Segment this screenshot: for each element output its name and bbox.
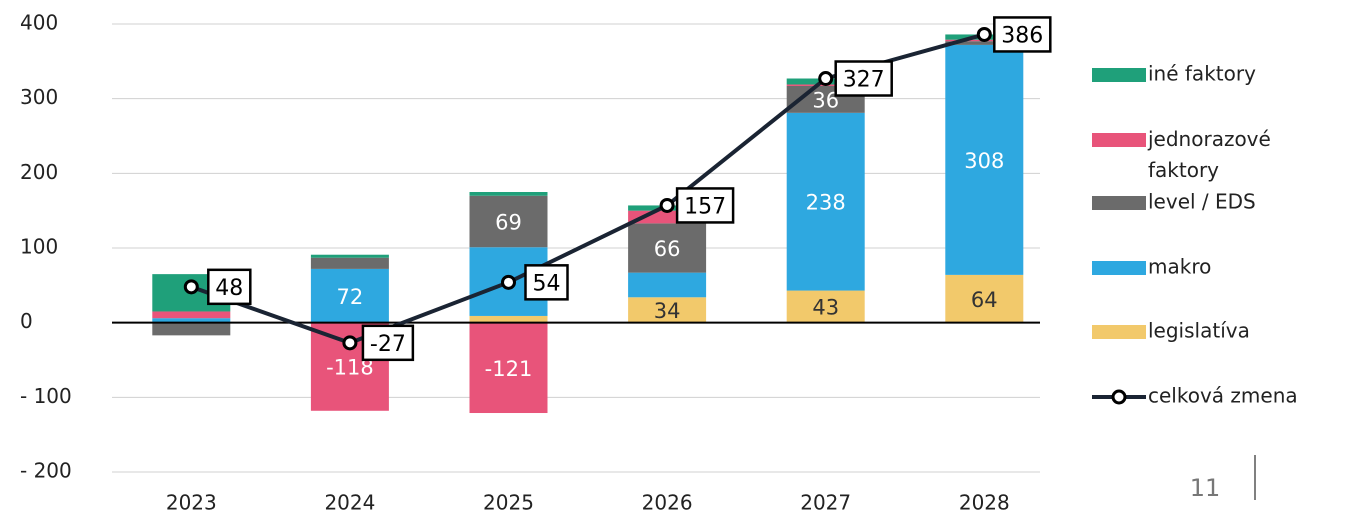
total-label-box — [675, 187, 735, 224]
data-label: 43 — [812, 296, 839, 320]
total-marker — [183, 279, 199, 295]
x-tick-label: 2027 — [800, 491, 851, 515]
bar-segment — [628, 272, 707, 298]
total-marker — [501, 274, 516, 290]
data-label: 238 — [806, 191, 846, 215]
total-label: 386 — [1001, 23, 1043, 48]
total-label: 327 — [843, 68, 885, 93]
data-label: 64 — [971, 288, 998, 312]
legend-swatch — [1092, 261, 1146, 275]
legend-swatch — [1092, 133, 1146, 147]
total-label-box — [207, 268, 252, 306]
x-tick-label: 2023 — [166, 491, 217, 515]
bar-segment — [469, 195, 548, 248]
bar-segment — [152, 318, 231, 323]
y-tick-label: 0 — [20, 309, 33, 333]
bar-segment — [310, 254, 389, 258]
total-label-box — [993, 16, 1052, 53]
total-label: 54 — [533, 271, 561, 296]
bar-segment — [945, 44, 1024, 275]
data-label: 308 — [964, 149, 1004, 173]
total-marker — [659, 197, 675, 213]
legend-swatch — [1092, 68, 1146, 82]
bar-segment — [945, 274, 1024, 323]
bar-segment — [310, 268, 389, 323]
y-tick-label: 100 — [20, 235, 58, 259]
bar-segment — [945, 41, 1024, 45]
bar-segment — [469, 192, 548, 196]
data-label: -121 — [485, 357, 533, 381]
x-tick-label: 2025 — [483, 491, 534, 515]
total-marker — [976, 26, 992, 42]
bar-segment — [628, 297, 707, 323]
legend-swatch — [1092, 196, 1146, 210]
legend-label: jednorazové faktory — [1147, 127, 1277, 182]
legend-label: makro — [1148, 255, 1211, 279]
bar-segment — [152, 311, 231, 319]
y-tick-label: 400 — [20, 11, 58, 35]
bar-segment — [469, 322, 548, 414]
x-tick-label: 2026 — [642, 491, 693, 515]
bar-segment — [469, 315, 548, 323]
x-tick-label: 2028 — [959, 491, 1010, 515]
total-marker — [818, 71, 834, 87]
legend-label: iné faktory — [1148, 62, 1256, 86]
bar-segment — [786, 290, 865, 323]
total-label-box — [834, 60, 893, 97]
total-label: 48 — [215, 276, 243, 301]
legend-swatch — [1092, 325, 1146, 339]
page-number: 11 — [1190, 474, 1221, 502]
total-label: -27 — [370, 332, 406, 357]
bar-segment — [310, 257, 389, 269]
bar-segment — [152, 322, 231, 336]
y-tick-label: 200 — [20, 160, 58, 184]
data-label: 72 — [337, 285, 364, 309]
x-tick-label: 2024 — [324, 491, 375, 515]
legend-label: legislatíva — [1148, 319, 1250, 343]
total-marker — [342, 335, 358, 351]
total-label: 157 — [684, 194, 726, 219]
data-label: 66 — [654, 237, 681, 261]
bar-segment — [628, 223, 707, 273]
total-label-box — [361, 324, 415, 362]
y-tick-label: - 100 — [20, 384, 72, 408]
legend-label: celková zmena — [1148, 384, 1298, 408]
bar-segment — [786, 112, 865, 291]
data-label: 34 — [654, 299, 681, 323]
y-tick-label: - 200 — [20, 459, 72, 483]
total-label-box — [524, 264, 569, 301]
data-label: 69 — [495, 210, 522, 234]
y-tick-label: 300 — [20, 85, 58, 109]
legend-label: level / EDS — [1148, 190, 1256, 214]
legend-marker — [1111, 389, 1127, 405]
